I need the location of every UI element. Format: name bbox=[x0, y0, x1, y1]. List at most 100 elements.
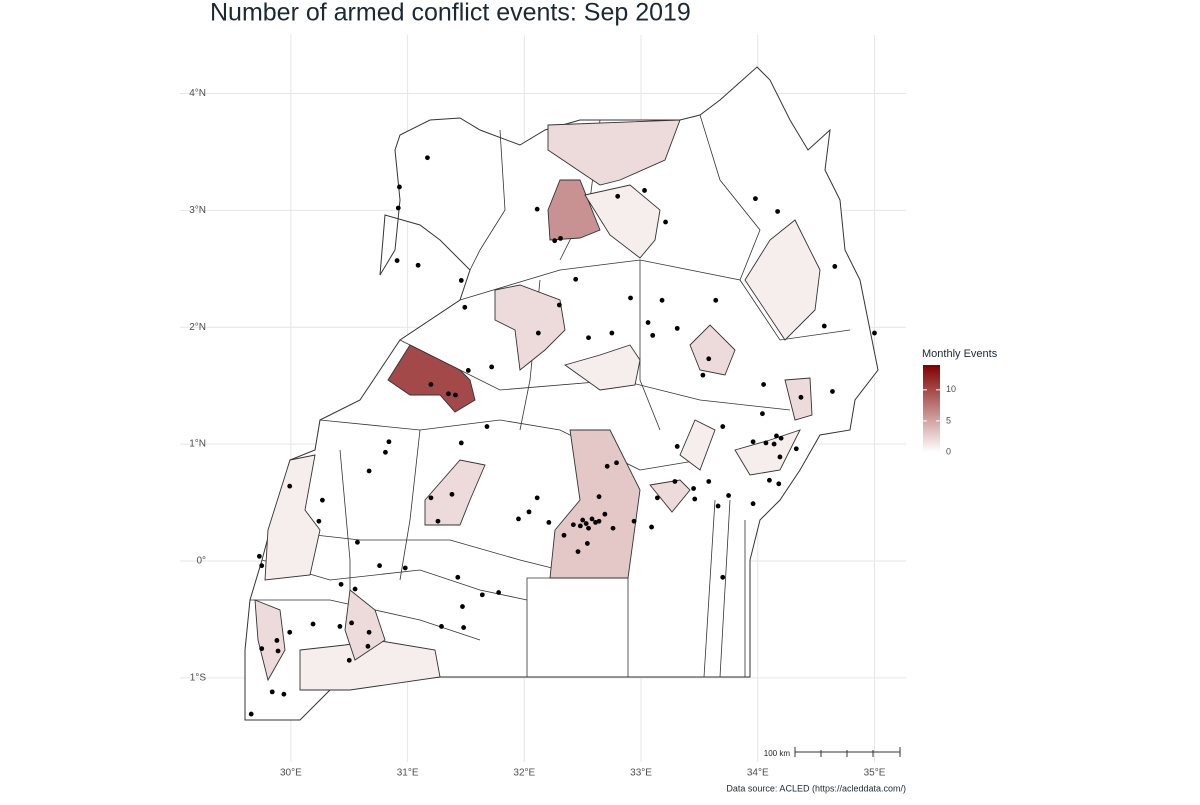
event-point bbox=[602, 511, 608, 517]
colorbar bbox=[923, 365, 940, 452]
country-outline bbox=[244, 66, 879, 721]
event-point bbox=[615, 193, 621, 199]
y-tick-label: 3°N bbox=[189, 205, 206, 216]
event-point bbox=[761, 382, 767, 387]
event-point bbox=[526, 509, 532, 515]
district bbox=[547, 179, 601, 241]
event-point bbox=[609, 330, 615, 336]
event-point bbox=[832, 264, 838, 269]
event-point bbox=[259, 646, 265, 652]
event-point bbox=[256, 553, 262, 559]
district bbox=[689, 324, 736, 376]
district bbox=[563, 344, 641, 391]
district bbox=[679, 419, 716, 471]
event-point bbox=[383, 449, 388, 455]
district bbox=[494, 284, 566, 371]
event-point bbox=[281, 691, 287, 697]
event-point bbox=[461, 625, 467, 630]
event-point bbox=[577, 523, 583, 529]
event-point bbox=[589, 516, 595, 522]
event-point bbox=[337, 624, 343, 629]
event-point bbox=[774, 433, 779, 439]
event-point bbox=[583, 521, 589, 526]
event-point bbox=[596, 494, 602, 500]
event-point bbox=[425, 155, 430, 161]
event-point bbox=[775, 209, 781, 214]
legend-tick-label: 10 bbox=[946, 384, 956, 394]
y-tick-label: 0° bbox=[196, 556, 206, 567]
district bbox=[649, 479, 691, 513]
event-point bbox=[386, 439, 392, 445]
event-point bbox=[692, 496, 698, 502]
event-point bbox=[830, 389, 835, 394]
event-point bbox=[584, 541, 590, 546]
x-tick-label: 35°E bbox=[864, 768, 886, 779]
event-point bbox=[275, 648, 281, 654]
event-point bbox=[394, 258, 400, 263]
y-tick-label: 2°N bbox=[189, 322, 206, 333]
event-point bbox=[631, 518, 637, 524]
x-tick-label: 34°E bbox=[747, 768, 769, 779]
event-point bbox=[872, 330, 877, 336]
event-point bbox=[771, 441, 777, 447]
event-point bbox=[706, 356, 712, 362]
event-point bbox=[558, 235, 563, 241]
event-point bbox=[465, 368, 471, 373]
event-point bbox=[777, 454, 783, 460]
event-point bbox=[556, 302, 562, 308]
y-tick-label: 1°S bbox=[190, 672, 207, 683]
event-point bbox=[366, 468, 372, 474]
scale-bar bbox=[794, 747, 901, 757]
event-point bbox=[460, 604, 465, 609]
event-point bbox=[349, 620, 354, 626]
event-point bbox=[750, 501, 756, 507]
event-point bbox=[778, 435, 784, 441]
event-point bbox=[287, 629, 293, 635]
event-point bbox=[672, 479, 678, 484]
event-point bbox=[316, 518, 322, 524]
district bbox=[744, 219, 821, 341]
district bbox=[547, 119, 681, 186]
event-point bbox=[821, 323, 827, 329]
event-point bbox=[586, 335, 591, 341]
legend-tick-label: 5 bbox=[946, 415, 951, 425]
event-point bbox=[449, 491, 455, 497]
event-point bbox=[534, 495, 540, 501]
event-point bbox=[274, 638, 280, 643]
event-point bbox=[720, 574, 726, 580]
event-point bbox=[287, 483, 293, 489]
event-point bbox=[269, 689, 275, 695]
event-point bbox=[479, 592, 485, 598]
y-tick-label: 4°N bbox=[189, 88, 206, 99]
event-point bbox=[366, 629, 372, 635]
event-point bbox=[435, 518, 441, 524]
x-tick-label: 33°E bbox=[630, 768, 652, 779]
event-point bbox=[654, 495, 660, 501]
event-point bbox=[428, 382, 434, 387]
event-point bbox=[377, 563, 382, 569]
event-point bbox=[534, 206, 540, 212]
event-point bbox=[484, 424, 490, 429]
event-point bbox=[700, 372, 706, 378]
event-point bbox=[561, 532, 567, 538]
event-point bbox=[395, 205, 401, 211]
event-point bbox=[259, 563, 265, 569]
event-point bbox=[575, 549, 581, 555]
district bbox=[784, 377, 813, 421]
event-point bbox=[776, 481, 782, 487]
event-point bbox=[750, 439, 756, 445]
y-tick-label: 1°N bbox=[189, 439, 206, 450]
event-point bbox=[580, 517, 586, 523]
event-point bbox=[458, 278, 464, 283]
event-point bbox=[649, 524, 654, 530]
event-point bbox=[645, 320, 651, 325]
event-point bbox=[570, 522, 576, 528]
legend-tick-label: 0 bbox=[946, 446, 951, 456]
event-point bbox=[610, 525, 616, 531]
x-tick-label: 31°E bbox=[397, 768, 419, 779]
event-point bbox=[552, 238, 558, 244]
event-point bbox=[767, 477, 772, 483]
scale-bar-label: 100 km bbox=[764, 749, 791, 758]
event-point bbox=[674, 444, 680, 449]
event-point bbox=[397, 184, 402, 190]
